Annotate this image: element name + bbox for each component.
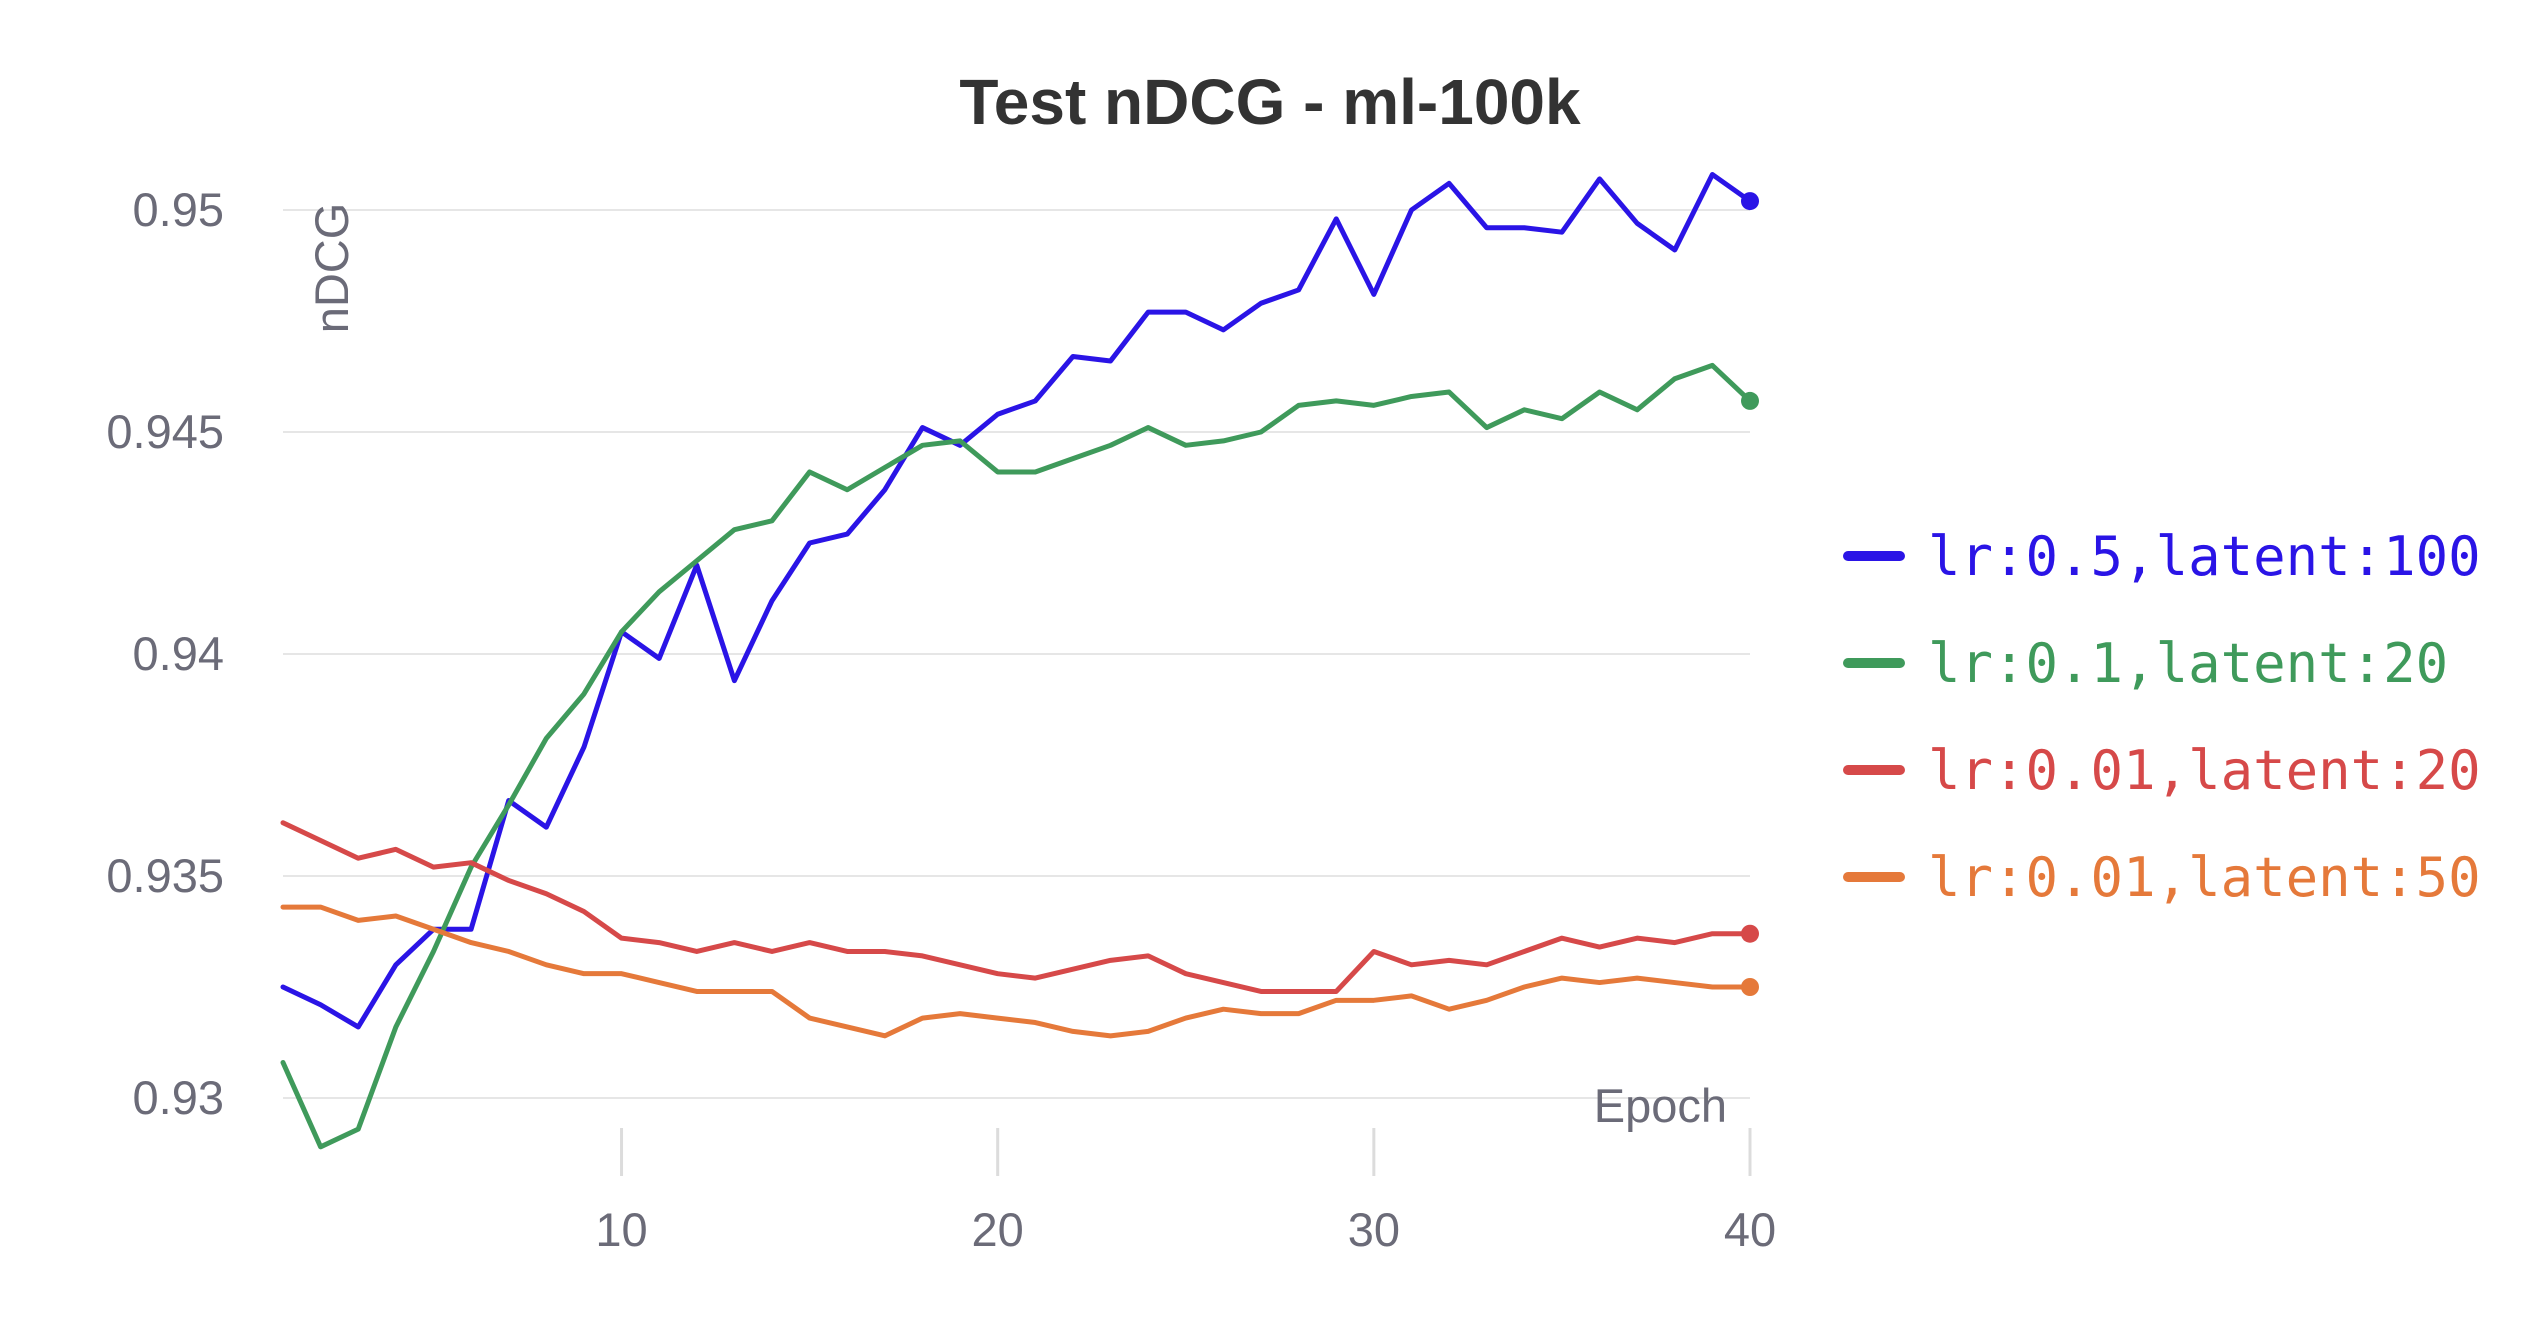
y-tick-label: 0.94 <box>133 627 224 680</box>
y-tick-label: 0.93 <box>133 1071 224 1124</box>
y-tick-label: 0.935 <box>106 849 224 902</box>
x-tick-label: 40 <box>1724 1203 1776 1256</box>
x-tick-label: 10 <box>595 1203 647 1256</box>
x-tick-label: 30 <box>1348 1203 1400 1256</box>
legend-label: lr:0.5,latent:100 <box>1928 525 2481 588</box>
series-endpoint-1 <box>1741 192 1759 211</box>
series-line-3 <box>280 820 1753 994</box>
legend: lr:0.5,latent:100 lr:0.1,latent:20 lr:0.01… <box>1843 525 2481 909</box>
series-line-4 <box>280 904 1753 1039</box>
legend-label: lr:0.1,latent:20 <box>1928 632 2448 695</box>
series-endpoint-4 <box>1741 978 1759 996</box>
y-tick-label: 0.945 <box>106 405 224 458</box>
series-layer <box>280 171 1759 1150</box>
x-axis-ticks: 10 20 30 40 <box>595 1128 1776 1256</box>
legend-label: lr:0.01,latent:50 <box>1928 846 2481 909</box>
series-endpoint-3 <box>1741 924 1759 943</box>
y-tick-label: 0.95 <box>133 183 224 236</box>
x-tick-label: 20 <box>972 1203 1024 1256</box>
series-endpoint-2 <box>1741 391 1759 410</box>
series-line-2 <box>280 362 1753 1150</box>
series-line-1 <box>280 171 1753 1030</box>
legend-label: lr:0.01,latent:20 <box>1928 739 2481 802</box>
y-axis-ticks: 0.93 0.935 0.94 0.945 0.95 <box>106 183 224 1124</box>
y-axis-label: nDCG <box>305 203 358 334</box>
chart-title: Test nDCG - ml-100k <box>959 66 1581 138</box>
grid-layer <box>283 209 1750 1099</box>
x-axis-label: Epoch <box>1594 1079 1727 1132</box>
